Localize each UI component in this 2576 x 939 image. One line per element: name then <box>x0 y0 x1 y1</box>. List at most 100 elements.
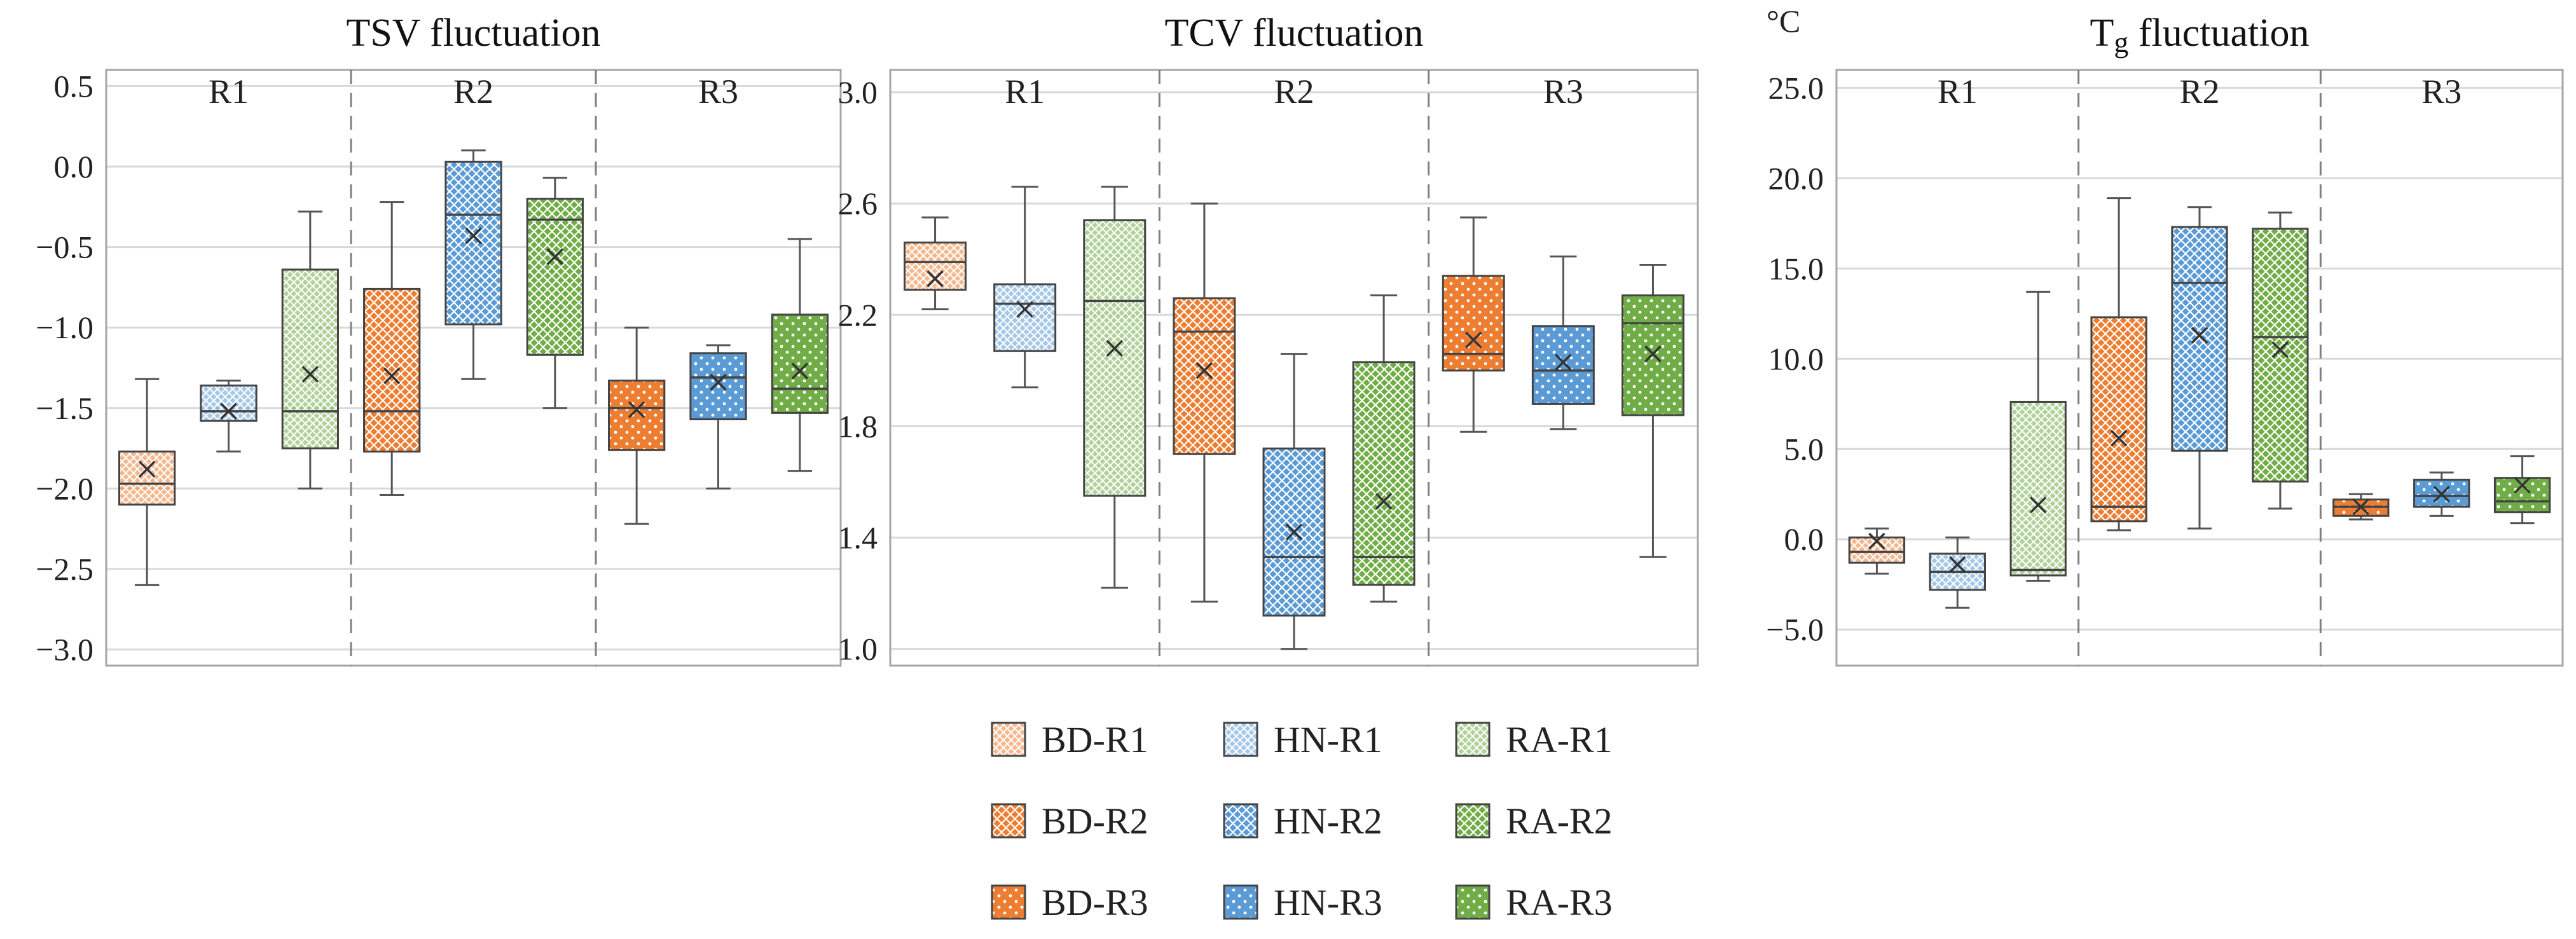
box-outline <box>444 160 502 326</box>
mean-marker <box>546 248 564 265</box>
y-tick-label: 0.0 <box>54 149 94 184</box>
legend: BD-R1 HN-R1 RA-R1 BD-R2 HN-R2 RA-R2 BD-R3 HN-R3… <box>991 719 1613 923</box>
legend-item-RA-R2: RA-R2 <box>1455 800 1613 842</box>
box-BD-R3 <box>608 326 666 525</box>
box-outline <box>1173 297 1236 455</box>
mean-marker <box>2110 429 2128 447</box>
legend-swatch-pattern <box>1455 722 1491 757</box>
box-HN-R2 <box>444 149 502 380</box>
legend-item-RA-R1: RA-R1 <box>1455 719 1613 760</box>
box-HN-R3 <box>2413 471 2470 517</box>
region-label: R3 <box>1543 72 1583 111</box>
legend-swatch-pattern <box>1455 803 1491 839</box>
region-label: R2 <box>453 72 493 111</box>
box-HN-R1 <box>993 186 1057 388</box>
y-tick-label: −0.5 <box>36 230 93 265</box>
region-label: R2 <box>1274 72 1314 111</box>
legend-swatch-pattern <box>991 884 1026 920</box>
region-label: R3 <box>2421 72 2462 111</box>
box-RA-R3 <box>771 238 829 472</box>
y-tick-label: 0.5 <box>54 68 94 104</box>
legend-label: BD-R2 <box>1042 800 1148 842</box>
box-outline <box>2252 228 2309 483</box>
y-tick-label: 2.6 <box>838 186 878 221</box>
box-BD-R1 <box>1848 527 1906 575</box>
region-label: R1 <box>209 72 249 111</box>
box-RA-R2 <box>2252 211 2309 510</box>
legend-item-HN-R2: HN-R2 <box>1223 800 1382 842</box>
legend-swatch-pattern <box>1223 803 1258 839</box>
mean-marker <box>465 227 482 245</box>
box-outline <box>1442 275 1505 372</box>
box-outline <box>2493 477 2551 514</box>
legend-label: RA-R2 <box>1506 800 1613 842</box>
unit-label: °C <box>1767 3 1800 39</box>
box-HN-R1 <box>200 380 258 453</box>
mean-marker <box>710 374 727 391</box>
y-tick-label: 1.8 <box>838 408 878 444</box>
box-outline <box>904 241 967 291</box>
legend-item-HN-R3: HN-R3 <box>1223 882 1382 923</box>
box-HN-R2 <box>1262 353 1326 650</box>
box-RA-R3 <box>2493 455 2551 524</box>
box-outline <box>1352 361 1415 586</box>
legend-item-BD-R3: BD-R3 <box>991 882 1148 923</box>
legend-swatch-pattern <box>991 722 1026 757</box>
box-BD-R2 <box>363 201 421 497</box>
legend-label: RA-R3 <box>1506 882 1613 923</box>
legend-item-BD-R2: BD-R2 <box>991 800 1148 842</box>
region-label: R3 <box>698 72 738 111</box>
box-outline <box>363 287 421 453</box>
box-RA-R3 <box>1621 263 1684 558</box>
box-outline <box>1531 325 1595 405</box>
mean-marker <box>1285 523 1303 541</box>
box-RA-R2 <box>526 177 584 409</box>
mean-marker <box>2191 327 2208 344</box>
box-RA-R1 <box>1083 186 1147 589</box>
legend-label: HN-R1 <box>1274 719 1382 760</box>
box-outline <box>118 450 176 506</box>
box-outline <box>2009 401 2067 577</box>
y-tick-label: 10.0 <box>1768 341 1824 376</box>
mean-marker <box>1106 339 1124 357</box>
box-outline <box>689 352 747 421</box>
plot-frame <box>105 69 842 667</box>
box-RA-R2 <box>1352 294 1415 603</box>
mean-marker <box>1868 532 1885 550</box>
plot-frame <box>1835 69 2564 667</box>
legend-label: HN-R2 <box>1274 800 1382 842</box>
legend-item-HN-R1: HN-R1 <box>1223 719 1382 760</box>
mean-marker <box>628 401 645 418</box>
box-outline <box>2090 316 2147 523</box>
mean-marker <box>1195 362 1213 380</box>
y-tick-label: 15.0 <box>1768 250 1824 286</box>
y-tick-label: −3.0 <box>36 632 93 668</box>
y-tick-label: 0.0 <box>1784 521 1824 557</box>
box-HN-R3 <box>689 344 747 490</box>
y-tick-label: 25.0 <box>1768 70 1824 106</box>
y-tick-label: 20.0 <box>1768 160 1824 196</box>
box-HN-R2 <box>2171 206 2228 530</box>
box-BD-R3 <box>1442 216 1505 433</box>
mean-marker <box>301 366 319 383</box>
legend-swatch-pattern <box>991 803 1026 839</box>
y-tick-label: −1.0 <box>36 310 93 345</box>
region-label: R1 <box>1938 72 1978 111</box>
y-tick-label: −2.0 <box>36 470 93 506</box>
mean-marker <box>2029 497 2047 514</box>
box-BD-R1 <box>904 216 967 311</box>
mean-marker <box>1555 353 1572 371</box>
panel-3: 25.0 20.0 15.0 10.0 5.0 0.0 −5.0 R1 R2 R3 Tg fluct… <box>1766 3 2564 667</box>
mean-marker <box>1644 345 1662 362</box>
legend-swatch-pattern <box>1223 884 1258 920</box>
mean-marker <box>1375 493 1393 510</box>
box-outline <box>200 384 258 422</box>
legend-label: RA-R1 <box>1506 719 1613 760</box>
y-tick-label: 5.0 <box>1784 431 1824 467</box>
box-outline <box>1083 219 1147 497</box>
box-RA-R1 <box>281 210 339 490</box>
mean-marker <box>2271 341 2289 359</box>
y-tick-label: 1.4 <box>838 520 878 556</box>
legend-swatch-pattern <box>1455 884 1491 920</box>
mean-marker <box>926 270 944 287</box>
